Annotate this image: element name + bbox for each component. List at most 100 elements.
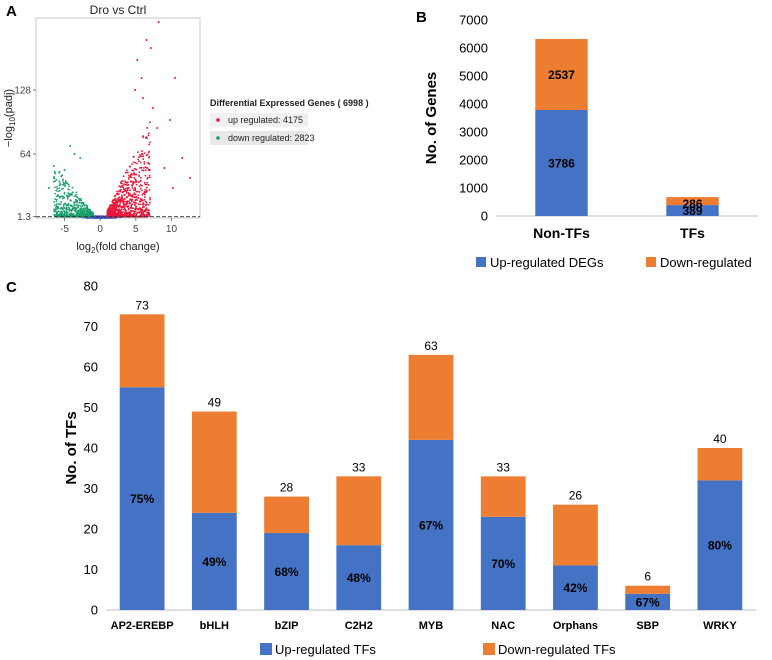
volcano-point-down — [72, 206, 74, 208]
chart-c-total-label: 28 — [280, 481, 294, 495]
volcano-title: Dro vs Ctrl — [90, 3, 147, 17]
chart-c-bar-down — [191, 411, 237, 513]
volcano-point-up — [130, 205, 133, 208]
legend-up-label: up regulated: 4175 — [228, 115, 303, 125]
volcano-point-down — [67, 192, 70, 194]
volcano-point-up — [124, 171, 127, 174]
chart-b-category-label: Non-TFs — [533, 225, 590, 241]
volcano-point-up — [123, 200, 126, 203]
volcano-point-down — [75, 193, 77, 196]
chart-c-category-label: C2H2 — [345, 620, 373, 632]
volcano-point-down — [55, 179, 58, 181]
volcano-point-up — [124, 183, 127, 186]
volcano-point-up — [138, 191, 141, 193]
volcano-point-down — [83, 212, 86, 214]
volcano-y-tick-label: 1.3 — [17, 212, 31, 223]
volcano-point-down — [79, 199, 82, 202]
volcano-point-up — [141, 150, 143, 152]
volcano-point-down — [75, 191, 78, 194]
chart-c-bar-label: 68% — [275, 565, 299, 579]
chart-c-total-label: 6 — [644, 570, 651, 584]
volcano-point-up — [108, 206, 111, 209]
volcano-point-down — [83, 210, 86, 212]
volcano-point-up — [138, 160, 140, 163]
volcano-point-up — [117, 206, 120, 208]
volcano-point-up — [143, 161, 146, 163]
volcano-point-up — [143, 193, 146, 196]
volcano-point-up — [113, 206, 116, 209]
panel-letter-a: A — [6, 3, 17, 20]
volcano-point-down — [63, 213, 66, 215]
volcano-point-up — [129, 202, 132, 204]
panel-letter-b: B — [416, 9, 427, 26]
volcano-point-down — [59, 207, 62, 210]
volcano-point-up — [144, 200, 147, 203]
volcano-point-up — [143, 196, 146, 199]
volcano-point-up — [129, 192, 132, 195]
volcano-point-down — [58, 203, 61, 206]
volcano-point-up — [130, 195, 132, 197]
volcano-point-up — [135, 205, 138, 208]
volcano-point-down — [61, 197, 64, 200]
volcano-point-down — [63, 210, 65, 212]
volcano-point-up — [126, 205, 129, 208]
chart-b-bar-down — [535, 38, 588, 110]
volcano-point-up — [149, 141, 151, 144]
legend-b-up-swatch — [476, 257, 486, 267]
volcano-point-down — [75, 214, 78, 217]
chart-c-bar-up — [697, 480, 743, 610]
volcano-point-down — [81, 210, 84, 212]
volcano-point-up — [144, 174, 147, 177]
volcano-point-up — [128, 176, 130, 179]
volcano-point-up — [119, 202, 121, 205]
chart-c-category-label: AP2-EREBP — [111, 620, 174, 632]
chart-c-bar-label: 80% — [708, 539, 732, 553]
volcano-point-down — [57, 190, 59, 193]
volcano-point-down — [65, 204, 68, 207]
volcano-point-down — [82, 215, 85, 218]
volcano-point-up — [134, 161, 137, 164]
volcano-point-up — [139, 187, 142, 190]
volcano-point-up — [137, 156, 140, 159]
volcano-point-up — [139, 154, 142, 156]
volcano-point-down — [58, 187, 61, 190]
volcano-point-up — [119, 188, 122, 191]
volcano-point-up — [122, 190, 125, 193]
chart-b-bar-label: 2537 — [548, 68, 575, 82]
volcano-point-up — [113, 213, 116, 216]
volcano-point-down — [78, 201, 81, 204]
volcano-point-up — [125, 203, 128, 206]
volcano-point-up — [135, 173, 138, 176]
volcano-point-down — [63, 206, 65, 209]
volcano-point-up — [119, 209, 122, 212]
chart-c-bar-down — [625, 585, 671, 594]
volcano-point-up — [133, 173, 136, 176]
chart-c-bar-down — [480, 476, 526, 517]
volcano-point-up — [151, 107, 154, 109]
volcano-point-up — [189, 177, 192, 179]
chart-c-legend: Up-regulated TFs Down-regulated TFs — [260, 642, 616, 657]
volcano-point-up — [136, 190, 139, 193]
volcano-point-up — [140, 209, 142, 212]
volcano-point-up — [122, 186, 124, 189]
chart-b-bar-label: 389 — [682, 204, 702, 218]
volcano-point-up — [127, 208, 130, 211]
volcano-y-tick-label: 128 — [14, 86, 31, 97]
volcano-point-up — [122, 213, 125, 216]
volcano-point-down — [83, 214, 86, 216]
volcano-point-down — [70, 212, 73, 215]
volcano-point-down — [74, 210, 77, 213]
volcano-point-up — [114, 199, 117, 202]
volcano-point-up — [171, 187, 174, 189]
legend-b-down-swatch — [646, 257, 656, 267]
chart-b-bar-up — [535, 109, 588, 216]
volcano-legend: Differential Expressed Genes ( 6998 ) up… — [210, 98, 369, 145]
volcano-point-down — [63, 192, 66, 195]
volcano-point-down — [61, 174, 64, 177]
volcano-point-up — [125, 200, 128, 203]
volcano-point-down — [66, 182, 68, 185]
volcano-point-up — [148, 176, 151, 179]
volcano-point-down — [53, 177, 55, 180]
volcano-point-up — [148, 169, 151, 172]
volcano-point-up — [135, 168, 138, 171]
